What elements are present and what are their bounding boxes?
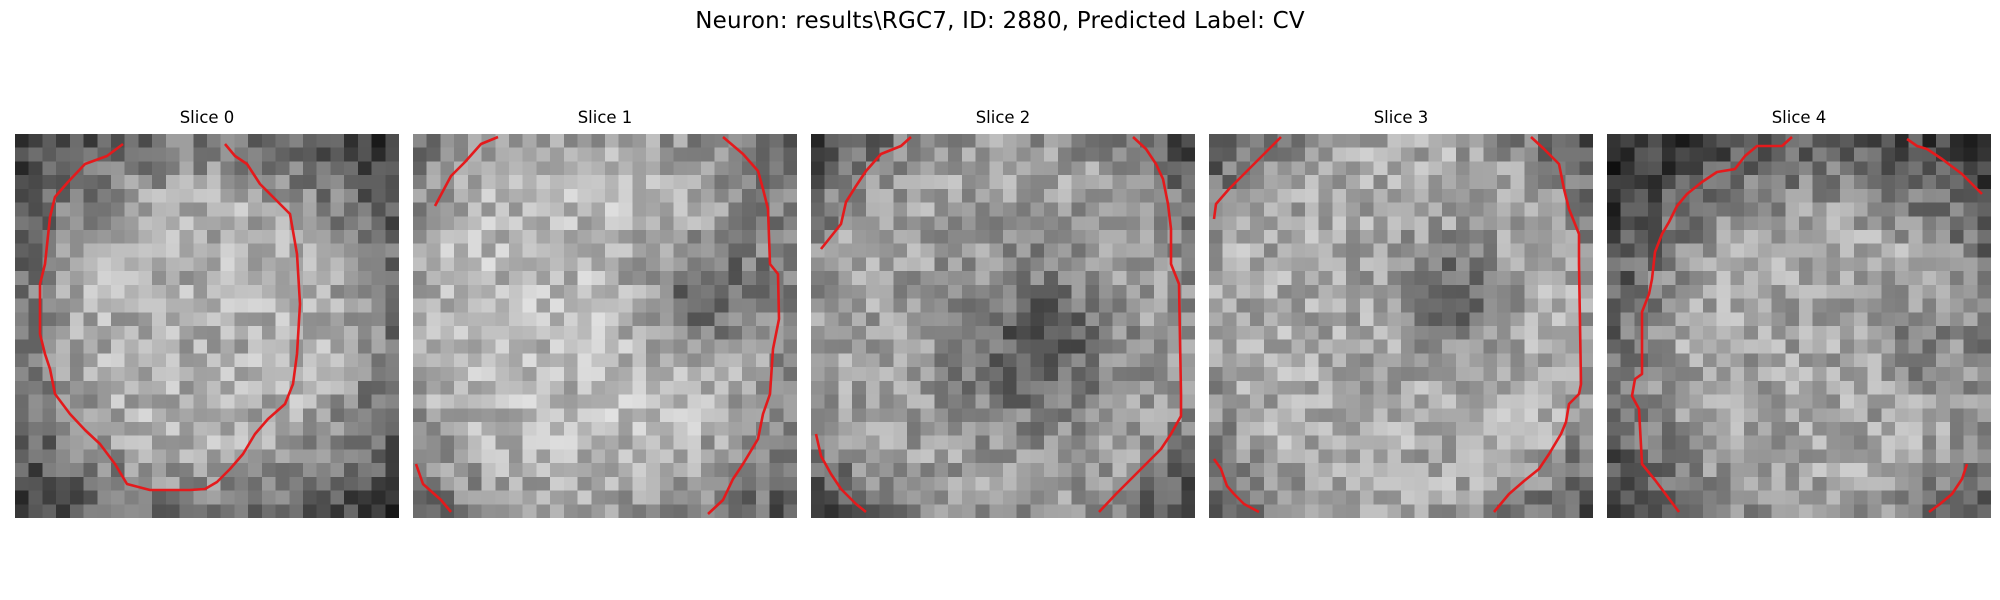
- roi-contour-path: [1493, 136, 1583, 513]
- roi-contour: [1630, 136, 1983, 514]
- roi-contour-path: [433, 135, 499, 207]
- slice-image: [15, 134, 399, 518]
- slice-title: Slice 4: [1771, 108, 1827, 127]
- slice-title: Slice 3: [1373, 108, 1429, 127]
- slice-image: [413, 134, 797, 518]
- roi-contour-path: [1212, 136, 1282, 220]
- roi-contour: [414, 135, 781, 515]
- roi-contour-path: [1630, 136, 1793, 513]
- slice-image: [811, 134, 1195, 518]
- roi-contour-path: [38, 142, 302, 492]
- roi-contour-path: [1906, 137, 1983, 195]
- roi-contour-path: [1098, 136, 1183, 513]
- figure-title: Neuron: results\RGC7, ID: 2880, Predicte…: [695, 8, 1305, 34]
- slice-image: [1209, 134, 1593, 518]
- slice-title: Slice 2: [975, 108, 1031, 127]
- roi-contour: [814, 136, 1183, 514]
- roi-contour-path: [814, 433, 867, 514]
- slice-title: Slice 1: [577, 108, 633, 127]
- roi-contour-path: [1928, 463, 1969, 514]
- roi-contour: [38, 142, 302, 492]
- roi-contour-path: [1212, 458, 1260, 514]
- roi-contour: [1212, 136, 1583, 514]
- slice-title: Slice 0: [179, 108, 235, 127]
- roi-contour-path: [819, 136, 912, 250]
- roi-contour-path: [707, 136, 781, 515]
- slice-image: [1607, 134, 1991, 518]
- roi-contour-path: [414, 463, 452, 513]
